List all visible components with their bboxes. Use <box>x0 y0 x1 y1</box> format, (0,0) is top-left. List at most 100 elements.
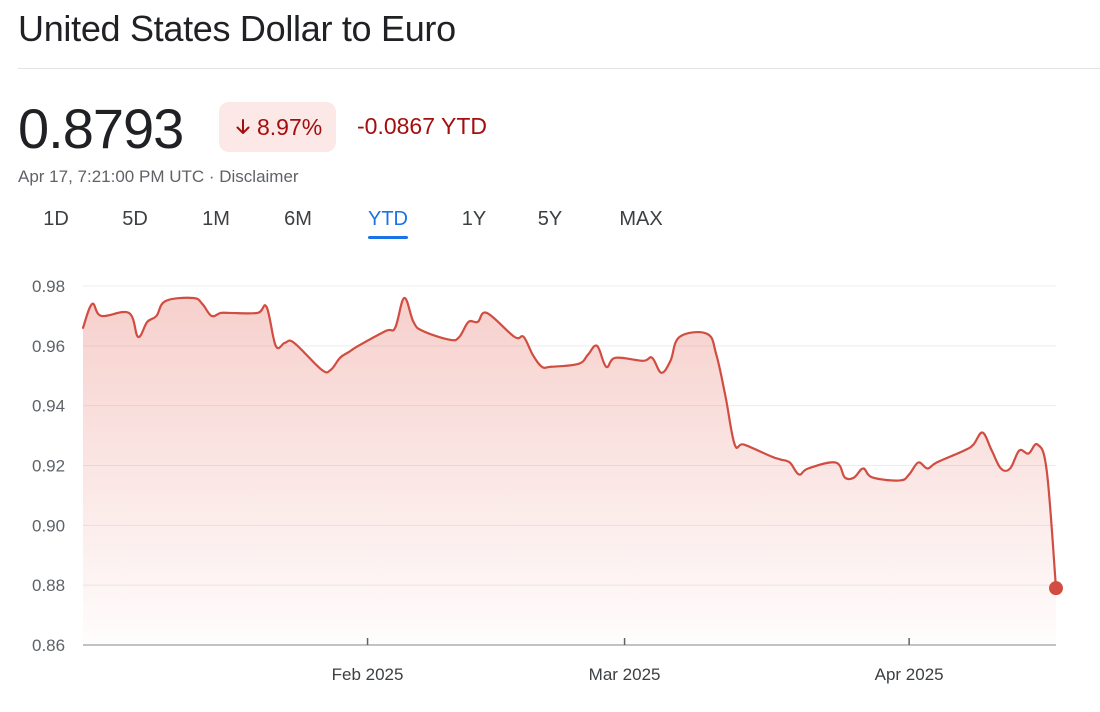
data-point <box>164 299 168 303</box>
data-point <box>356 344 360 348</box>
data-point <box>1008 466 1012 470</box>
data-point <box>411 320 415 324</box>
data-point <box>907 472 911 476</box>
data-point <box>742 443 746 447</box>
data-point <box>916 461 920 465</box>
tab-1y[interactable]: 1Y <box>461 208 487 230</box>
data-point <box>292 341 296 345</box>
data-point <box>99 314 103 318</box>
data-point <box>90 302 94 306</box>
data-point <box>274 344 278 348</box>
data-point <box>81 326 85 330</box>
arrow-down-icon <box>236 119 250 134</box>
data-point <box>421 329 425 333</box>
data-point <box>577 362 581 366</box>
data-point <box>200 302 204 306</box>
data-point <box>705 332 709 336</box>
tab-ytd[interactable]: YTD <box>368 208 408 239</box>
absolute-change: -0.0867 YTD <box>357 113 487 139</box>
data-point <box>971 443 975 447</box>
data-point <box>733 443 737 447</box>
data-point <box>476 320 480 324</box>
data-point <box>384 329 388 333</box>
data-point <box>981 431 985 435</box>
tab-6m[interactable]: 6M <box>284 208 312 230</box>
x-tick-label: Feb 2025 <box>332 665 404 684</box>
data-point <box>678 335 682 339</box>
data-point <box>154 314 158 318</box>
data-point <box>586 353 590 357</box>
data-point <box>228 311 232 315</box>
data-point <box>990 449 994 453</box>
y-tick-label: 0.88 <box>32 576 65 595</box>
data-point <box>338 356 342 360</box>
data-point <box>127 311 131 315</box>
data-point <box>347 350 351 354</box>
data-point <box>467 320 471 324</box>
data-point <box>797 472 801 476</box>
data-point <box>604 365 608 369</box>
percent-change-value: 8.97% <box>257 113 323 140</box>
data-point <box>531 353 535 357</box>
current-value-dot <box>1049 581 1063 596</box>
data-point <box>659 371 663 375</box>
data-point <box>136 335 140 339</box>
tab-5y[interactable]: 5Y <box>537 208 563 230</box>
data-point <box>935 461 939 465</box>
data-point <box>898 478 902 482</box>
data-point <box>1045 469 1049 473</box>
y-tick-label: 0.98 <box>32 277 65 296</box>
tab-1m[interactable]: 1M <box>202 208 230 230</box>
current-price: 0.8793 <box>18 97 184 160</box>
data-point <box>788 461 792 465</box>
header-divider <box>18 68 1100 69</box>
data-point <box>613 356 617 360</box>
data-point <box>145 320 149 324</box>
tab-max[interactable]: MAX <box>619 208 663 230</box>
y-tick-label: 0.94 <box>32 397 65 416</box>
data-point <box>1036 443 1040 447</box>
data-point <box>714 353 718 357</box>
quote-timestamp: Apr 17, 7:21:00 PM UTC · Disclaimer <box>18 167 299 187</box>
data-point <box>834 461 838 465</box>
data-point <box>283 341 287 345</box>
data-point <box>540 365 544 369</box>
data-point <box>870 475 874 479</box>
data-point <box>265 305 269 309</box>
data-point <box>843 475 847 479</box>
data-point <box>925 466 929 470</box>
data-point <box>779 458 783 462</box>
data-point <box>522 335 526 339</box>
exchange-rate-chart: 0.98 0.96 0.94 0.92 0.90 0.88 0.86 Feb 2025 Mar … <box>32 277 1063 684</box>
tab-5d[interactable]: 5D <box>122 208 148 230</box>
data-point <box>255 311 259 315</box>
data-point <box>512 335 516 339</box>
data-point <box>650 356 654 360</box>
data-point <box>329 368 333 372</box>
data-point <box>219 311 223 315</box>
data-point <box>668 359 672 363</box>
data-point <box>806 466 810 470</box>
y-tick-label: 0.92 <box>32 457 65 476</box>
x-tick-label: Apr 2025 <box>875 665 944 684</box>
tab-1d[interactable]: 1D <box>43 208 69 230</box>
x-tick-label: Mar 2025 <box>589 665 661 684</box>
data-point <box>962 449 966 453</box>
data-point <box>210 314 214 318</box>
data-point <box>457 335 461 339</box>
data-point <box>724 395 728 399</box>
disclaimer-link[interactable]: Disclaimer <box>219 167 299 186</box>
area-fill <box>83 297 1056 645</box>
data-point <box>549 365 553 369</box>
data-point <box>1026 452 1030 456</box>
rate-line <box>81 296 1058 590</box>
data-point <box>448 338 452 342</box>
data-point <box>191 296 195 300</box>
data-point <box>393 326 397 330</box>
data-point <box>852 475 856 479</box>
data-point <box>320 368 324 372</box>
data-point <box>1017 449 1021 453</box>
page-title: United States Dollar to Euro <box>18 8 456 49</box>
data-point <box>999 466 1003 470</box>
timestamp-text: Apr 17, 7:21:00 PM UTC · <box>18 167 220 186</box>
